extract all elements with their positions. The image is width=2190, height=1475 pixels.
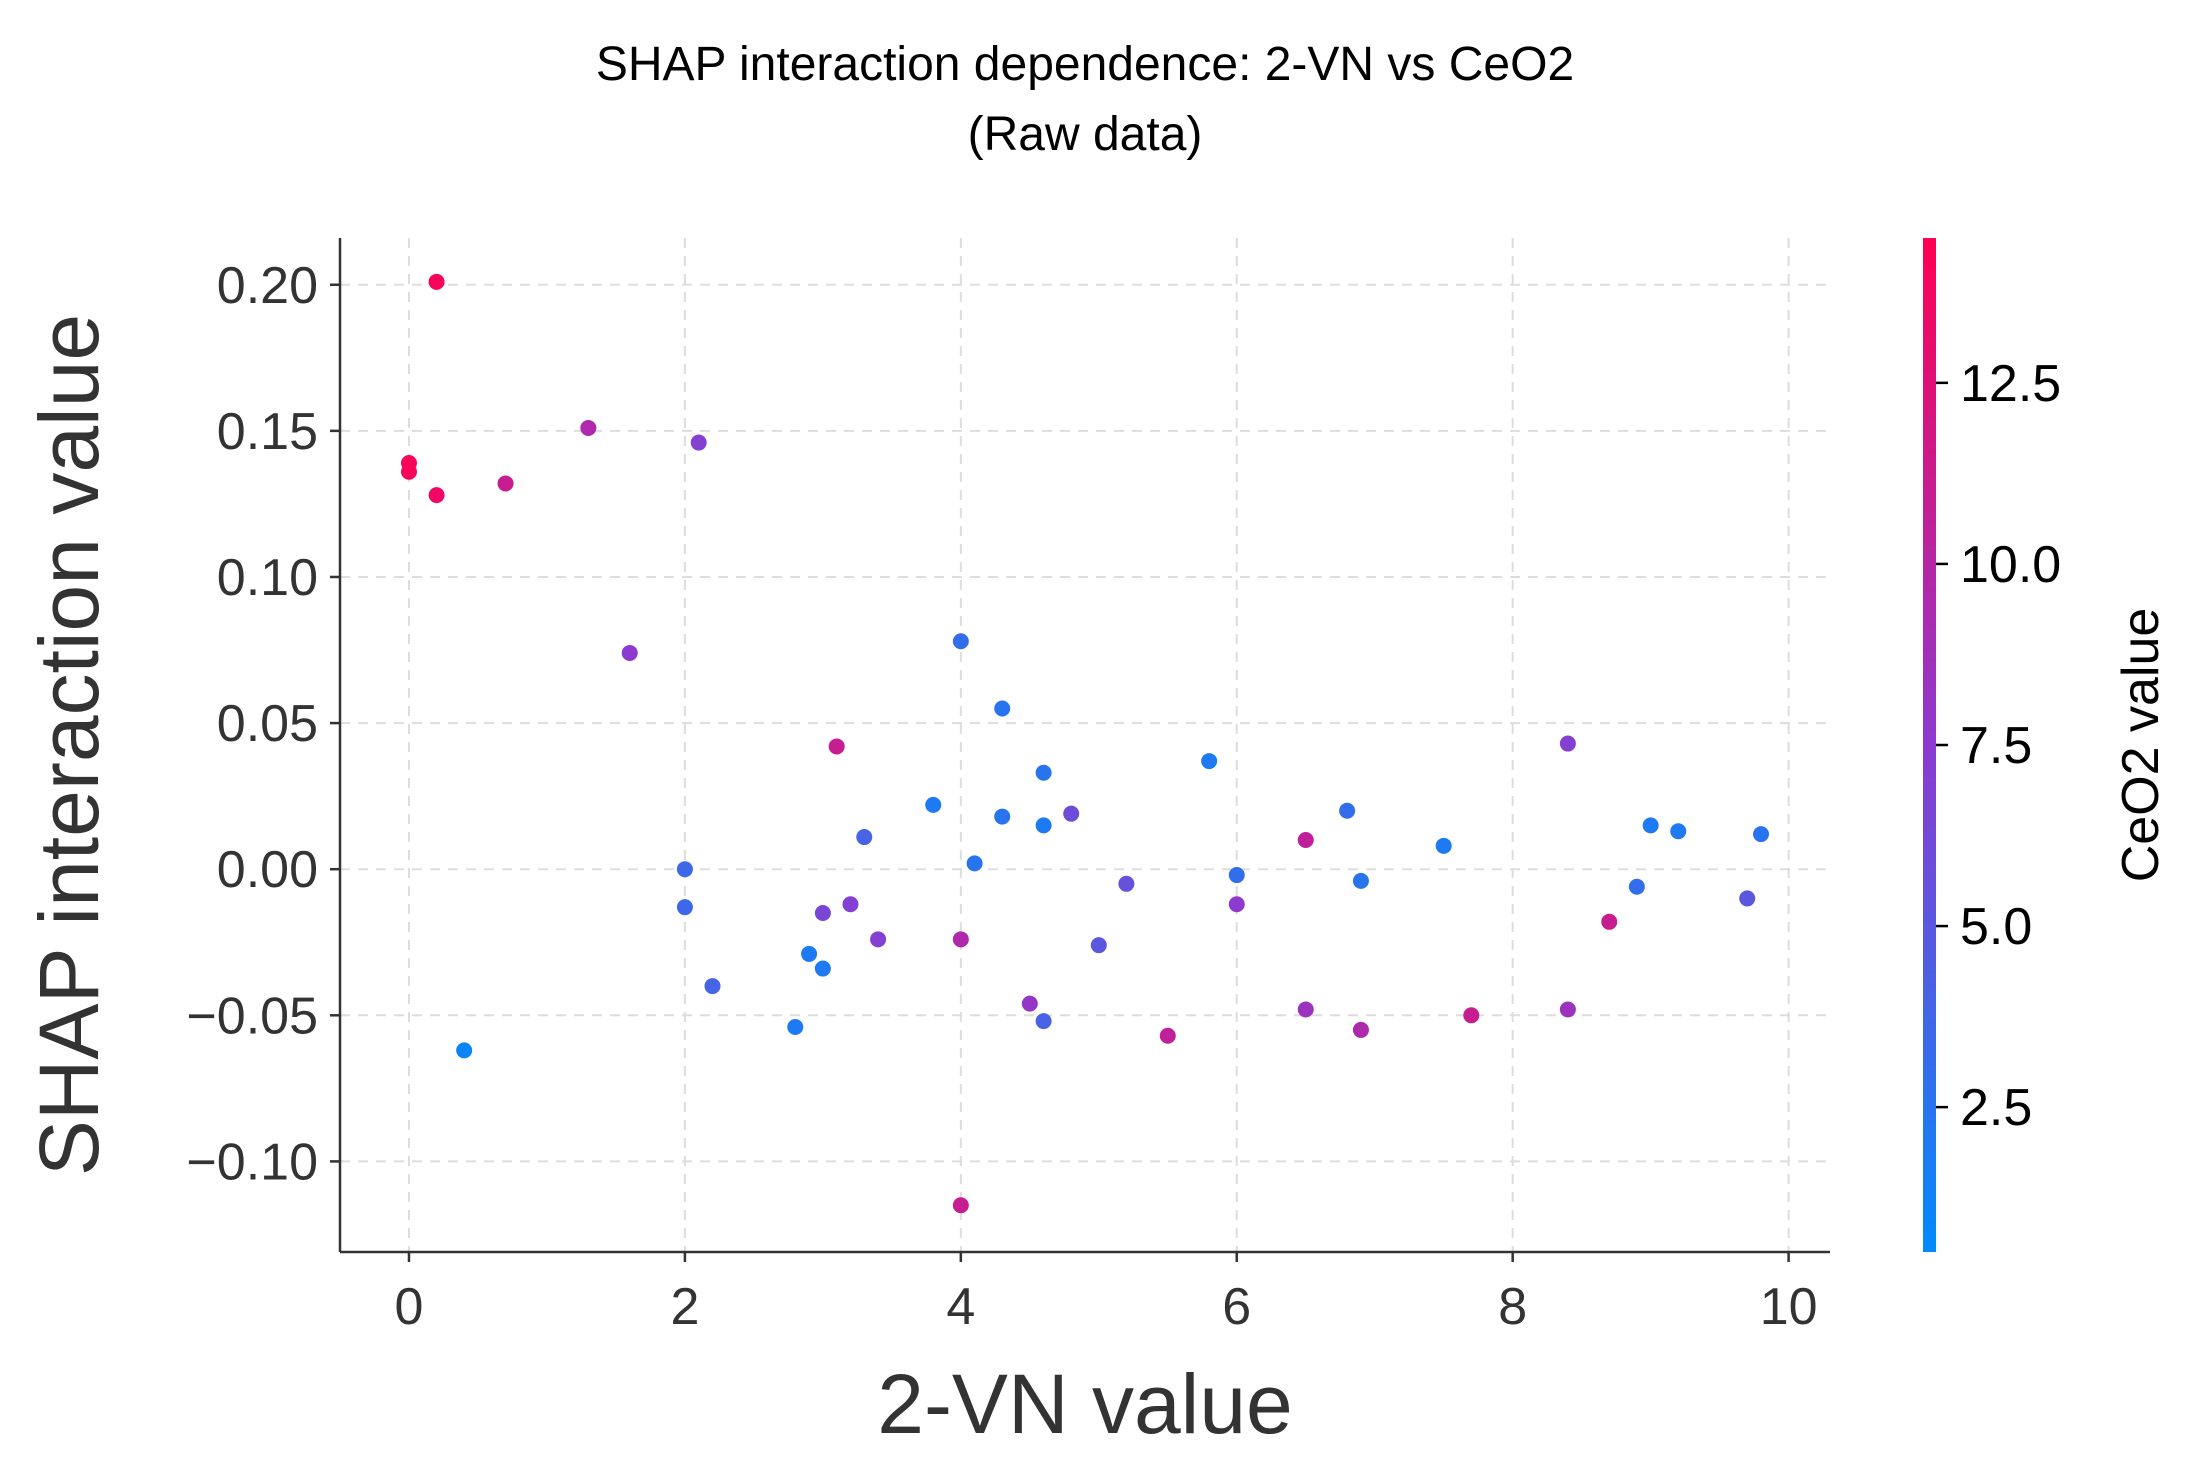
data-point-8 [676, 861, 693, 878]
data-point-10 [690, 434, 707, 451]
data-point-3 [428, 487, 445, 504]
x-tick-label-3: 6 [1222, 1278, 1251, 1336]
y-tick-label-4: 0.10 [217, 549, 318, 607]
data-point-4 [456, 1042, 473, 1059]
data-point-41 [1352, 872, 1369, 889]
x-tick-label-5: 10 [1760, 1278, 1818, 1336]
colorbar-label: CeO2 value [2112, 608, 2170, 883]
data-point-13 [801, 945, 818, 962]
data-point-6 [580, 419, 597, 436]
colorbar-tick-label-0: 2.5 [1960, 1079, 2032, 1137]
data-point-30 [1035, 1013, 1052, 1030]
x-tick-label-4: 8 [1498, 1278, 1527, 1336]
grid-lines [340, 238, 1830, 1252]
data-point-36 [1228, 867, 1245, 884]
data-point-42 [1352, 1021, 1369, 1038]
data-point-35 [1201, 753, 1218, 770]
y-tick-label-2: 0.00 [217, 841, 318, 899]
x-tick-label-1: 2 [670, 1278, 699, 1336]
data-point-27 [1021, 995, 1038, 1012]
x-tick-label-2: 4 [946, 1278, 975, 1336]
data-point-50 [1670, 823, 1687, 840]
data-point-39 [1297, 1001, 1314, 1018]
data-point-45 [1559, 735, 1576, 752]
data-point-14 [814, 960, 831, 977]
data-point-12 [787, 1018, 804, 1035]
data-point-28 [1035, 764, 1052, 781]
data-point-19 [870, 931, 887, 948]
data-point-20 [925, 796, 942, 813]
data-point-24 [966, 855, 983, 872]
y-axis-ticks: −0.10 −0.05 0.00 0.05 0.10 0.15 0.20 [186, 257, 340, 1191]
data-point-44 [1463, 1007, 1480, 1024]
data-point-29 [1035, 817, 1052, 834]
chart-title: SHAP interaction dependence: 2-VN vs CeO… [596, 38, 1574, 91]
data-point-21 [952, 633, 969, 650]
data-point-11 [704, 978, 721, 995]
data-point-15 [814, 905, 831, 922]
data-points [400, 273, 1770, 1214]
data-point-38 [1297, 831, 1314, 848]
colorbar-tick-label-3: 10.0 [1960, 536, 2061, 594]
y-tick-label-1: −0.05 [186, 987, 318, 1045]
y-tick-label-5: 0.15 [217, 403, 318, 461]
x-axis-label: 2-VN value [877, 1357, 1293, 1451]
data-point-25 [994, 700, 1011, 717]
data-point-5 [497, 475, 514, 492]
data-point-31 [1063, 805, 1080, 822]
y-tick-label-6: 0.20 [217, 257, 318, 315]
data-point-48 [1628, 878, 1645, 895]
colorbar-tick-label-1: 5.0 [1960, 898, 2032, 956]
data-point-43 [1435, 837, 1452, 854]
chart-subtitle: (Raw data) [968, 108, 1203, 161]
colorbar-ticks: 2.5 5.0 7.5 10.0 12.5 [1936, 355, 2061, 1137]
data-point-46 [1559, 1001, 1576, 1018]
y-tick-label-3: 0.05 [217, 695, 318, 753]
data-point-33 [1118, 875, 1135, 892]
data-point-22 [952, 931, 969, 948]
data-point-34 [1159, 1027, 1176, 1044]
data-point-49 [1642, 817, 1659, 834]
data-point-32 [1090, 937, 1107, 954]
y-axis-label: SHAP interaction value [22, 314, 116, 1176]
y-tick-label-0: −0.10 [186, 1133, 318, 1191]
data-point-7 [621, 644, 638, 661]
data-point-23 [952, 1197, 969, 1214]
data-point-18 [856, 829, 873, 846]
data-point-9 [676, 899, 693, 916]
data-point-51 [1739, 890, 1756, 907]
data-point-1 [400, 463, 417, 480]
colorbar-tick-label-4: 12.5 [1960, 355, 2061, 413]
data-point-52 [1753, 826, 1770, 843]
data-point-26 [994, 808, 1011, 825]
data-point-16 [828, 738, 845, 755]
data-point-47 [1601, 913, 1618, 930]
data-point-37 [1228, 896, 1245, 913]
data-point-40 [1339, 802, 1356, 819]
x-axis-ticks: 0 2 4 6 8 10 [395, 1252, 1818, 1336]
colorbar [1923, 238, 1936, 1252]
x-tick-label-0: 0 [395, 1278, 424, 1336]
data-point-17 [842, 896, 859, 913]
colorbar-tick-label-2: 7.5 [1960, 717, 2032, 775]
data-point-2 [428, 273, 445, 290]
